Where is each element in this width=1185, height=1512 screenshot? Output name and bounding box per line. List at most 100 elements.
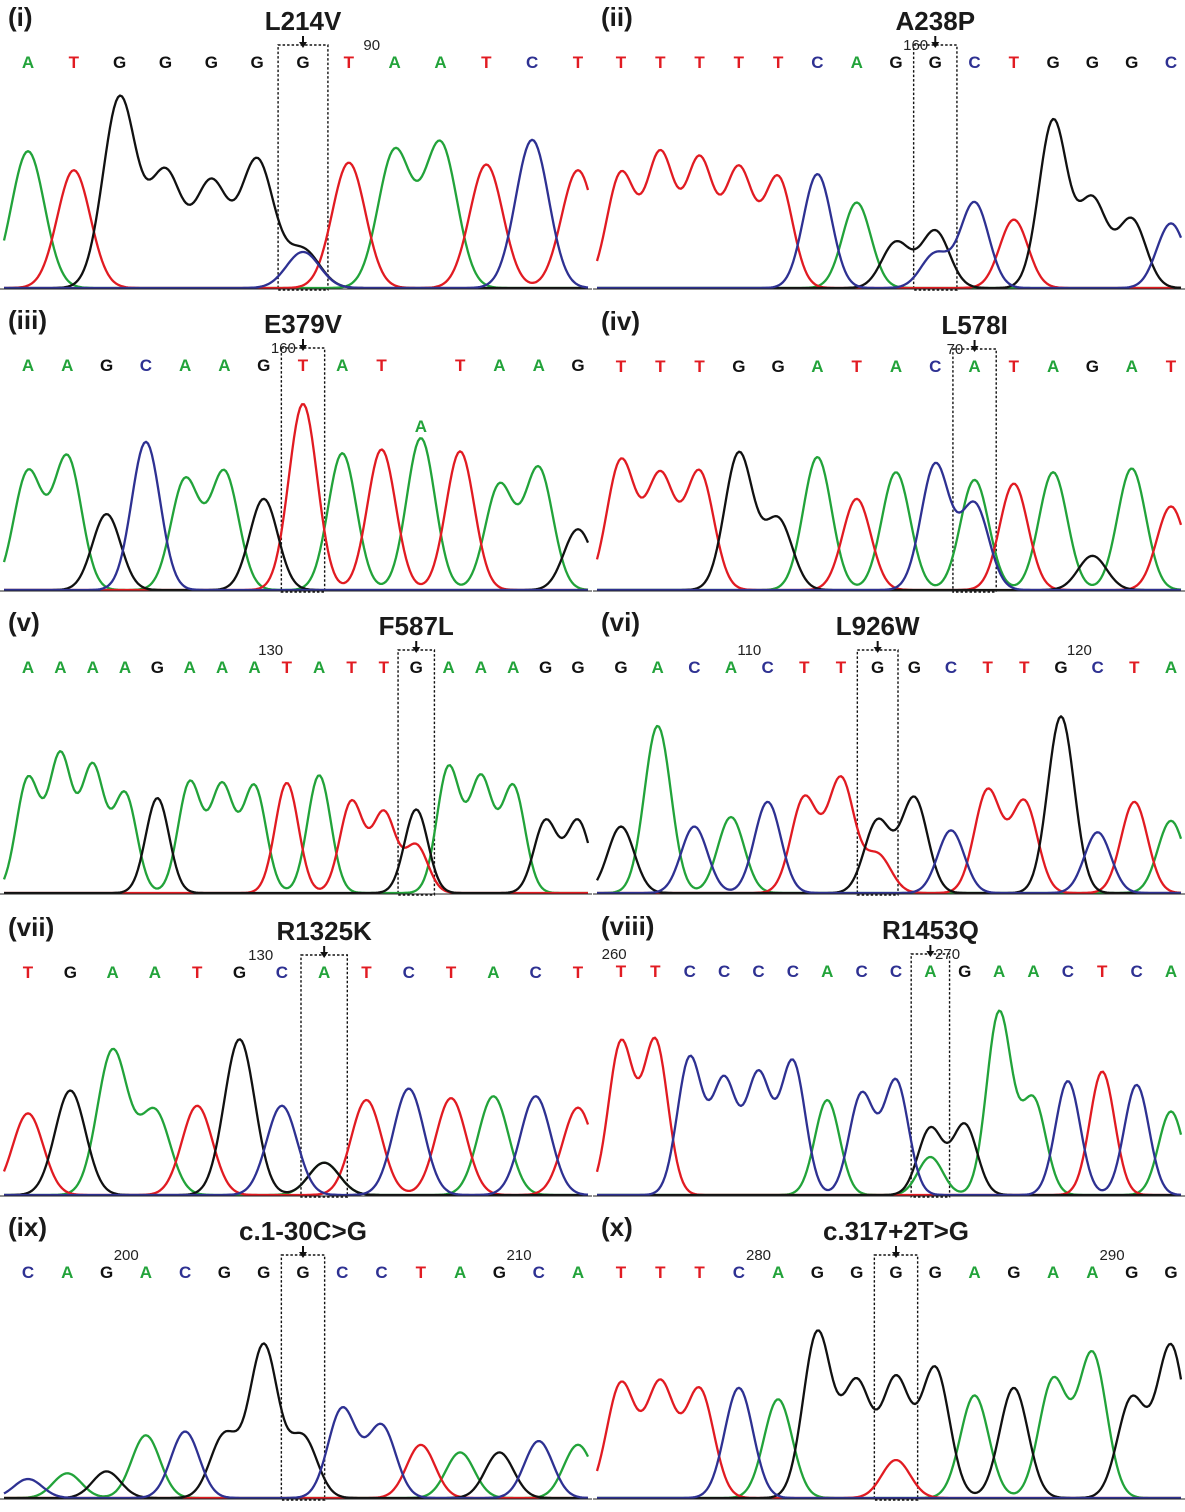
base-call: A — [434, 53, 446, 72]
base-call: A — [389, 53, 401, 72]
base-call: G — [410, 658, 423, 677]
secondary-base-call: A — [415, 417, 427, 436]
base-call: A — [1165, 962, 1177, 981]
trace-G — [4, 497, 590, 592]
base-call: G — [113, 53, 126, 72]
base-call: C — [968, 53, 980, 72]
arrow-icon — [873, 641, 882, 653]
base-call: A — [248, 658, 260, 677]
base-call: A — [507, 658, 519, 677]
base-call: C — [733, 1263, 745, 1282]
sequence-position: 200 — [114, 1247, 139, 1264]
base-call: T — [69, 53, 80, 72]
trace-C — [4, 138, 589, 290]
sequence-position: 110 — [737, 642, 761, 659]
base-call: A — [22, 53, 34, 72]
base-call: T — [282, 658, 293, 677]
base-call: A — [1086, 1263, 1098, 1282]
base-call: G — [233, 963, 246, 982]
sequence-position: 160 — [903, 37, 928, 54]
base-call: T — [799, 658, 810, 677]
mutation-label: L578I — [941, 310, 1008, 340]
base-call: T — [616, 962, 627, 981]
trace-T — [595, 457, 1183, 592]
sequence-position: 270 — [935, 946, 960, 963]
base-call: G — [493, 1263, 506, 1282]
base-call: G — [908, 658, 921, 677]
trace-A — [2, 437, 589, 592]
chromatogram-svg: (x) c.317+2T>G T T T C A G G G G A G A A G G 280 290 — [593, 1212, 1185, 1501]
base-call: G — [1164, 1263, 1177, 1282]
chromatogram-panel: (v) F587L A A A A G A A A T A T T G A A A G G 130 — [0, 605, 592, 907]
base-call: A — [218, 356, 230, 375]
base-call: A — [968, 357, 980, 376]
chromatogram-panel: (x) c.317+2T>G T T T C A G G G G A G A A G G 280 290 — [593, 1210, 1185, 1512]
base-call: C — [530, 963, 542, 982]
base-call: A — [993, 962, 1005, 981]
base-call: A — [442, 658, 454, 677]
base-call: C — [403, 963, 415, 982]
panel-label: (vii) — [8, 912, 54, 942]
base-call: A — [772, 1263, 784, 1282]
base-call: C — [762, 658, 774, 677]
base-call: G — [218, 1263, 231, 1282]
trace-G — [4, 1038, 588, 1197]
base-call: C — [1165, 53, 1177, 72]
sequence-position: 280 — [746, 1247, 771, 1264]
sequence-position: 90 — [363, 37, 380, 54]
variant-highlight-box — [910, 953, 951, 1198]
base-call: G — [1086, 357, 1099, 376]
base-call: C — [336, 1263, 348, 1282]
base-call: A — [493, 356, 505, 375]
base-call: T — [23, 963, 34, 982]
arrow-icon — [299, 339, 307, 351]
base-call: A — [890, 357, 902, 376]
base-call: A — [454, 1263, 466, 1282]
trace-C — [597, 172, 1183, 290]
base-call: C — [684, 962, 696, 981]
variant-highlight-box — [300, 954, 349, 1198]
base-call: T — [655, 53, 666, 72]
base-call: C — [1130, 962, 1142, 981]
base-call: C — [811, 53, 823, 72]
base-call: T — [1129, 658, 1140, 677]
panel-label: (iii) — [8, 305, 47, 335]
base-call: A — [54, 658, 66, 677]
chromatogram-svg: (ii) A238P T T T T T C A G G C T G G G C 160 — [593, 2, 1185, 291]
panel-label: (vi) — [601, 607, 640, 637]
base-call: A — [968, 1263, 980, 1282]
base-call: A — [61, 1263, 73, 1282]
base-call: G — [929, 1263, 942, 1282]
arrow-icon — [299, 1246, 307, 1258]
base-call: A — [924, 962, 936, 981]
base-call: A — [572, 1263, 584, 1282]
base-call: T — [446, 963, 457, 982]
trace-A — [4, 1047, 588, 1197]
base-call: T — [573, 53, 584, 72]
base-call: G — [1054, 658, 1067, 677]
base-call: T — [192, 963, 203, 982]
base-call: T — [773, 53, 784, 72]
base-call: T — [836, 658, 847, 677]
base-call: T — [1009, 53, 1020, 72]
base-call: C — [22, 1263, 34, 1282]
panel-label: (iv) — [601, 306, 640, 336]
base-call: T — [616, 53, 627, 72]
base-call: G — [929, 53, 942, 72]
base-call: G — [732, 357, 745, 376]
base-call: G — [871, 658, 884, 677]
base-call: A — [1165, 658, 1177, 677]
base-call: T — [1019, 658, 1030, 677]
arrow-icon — [931, 36, 940, 48]
sequence-position: 70 — [947, 341, 964, 358]
base-call: T — [982, 658, 993, 677]
base-call: A — [1047, 357, 1059, 376]
base-call: G — [614, 658, 627, 677]
mutation-label: L926W — [836, 611, 920, 641]
arrow-icon — [299, 36, 307, 48]
chromatogram-panel: (ix) c.1-30C>G C A G A C G G G C C T A G C A 200 210 — [0, 1210, 592, 1512]
